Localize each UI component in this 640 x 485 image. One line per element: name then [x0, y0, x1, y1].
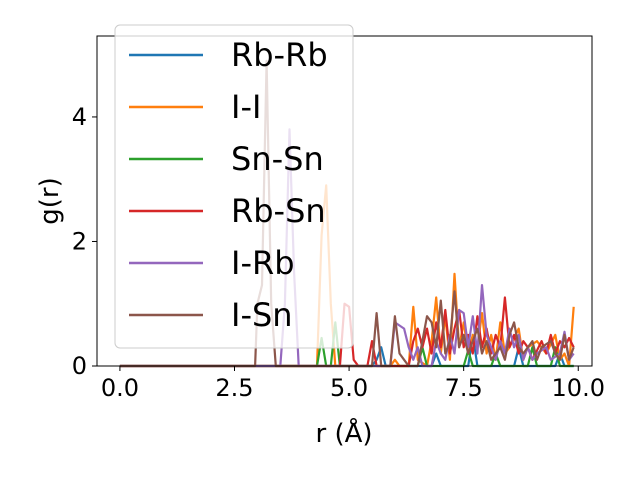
- legend-label: I-Rb: [231, 244, 295, 282]
- y-tick-label: 4: [72, 103, 87, 131]
- y-tick-label: 0: [72, 352, 87, 380]
- series-line-i-sn: [119, 59, 575, 368]
- x-tick-label: 0.0: [101, 374, 139, 402]
- x-axis-ticks: 0.0 2.5 5.0 7.5 10.0: [101, 366, 605, 402]
- x-tick-label: 5.0: [330, 374, 368, 402]
- legend-label: Sn-Sn: [231, 140, 324, 178]
- x-tick-label: 10.0: [552, 374, 605, 402]
- x-tick-label: 7.5: [445, 374, 483, 402]
- y-axis-ticks: 0 2 4: [72, 103, 97, 380]
- legend-items: Rb-Rb I-I Sn-Sn Rb-Sn I-Rb I-Sn: [129, 36, 328, 334]
- legend-label: Rb-Sn: [231, 192, 326, 230]
- y-tick-label: 2: [72, 227, 87, 255]
- legend-label: I-I: [231, 88, 261, 126]
- x-tick-label: 2.5: [215, 374, 253, 402]
- series-line-i-i: [119, 184, 575, 368]
- legend: Rb-Rb I-I Sn-Sn Rb-Sn I-Rb I-Sn: [114, 24, 354, 349]
- legend-label: I-Sn: [231, 296, 293, 334]
- legend-label: Rb-Rb: [231, 36, 328, 74]
- x-axis-label: r (Å): [315, 417, 372, 449]
- y-axis-label: g(r): [35, 177, 65, 224]
